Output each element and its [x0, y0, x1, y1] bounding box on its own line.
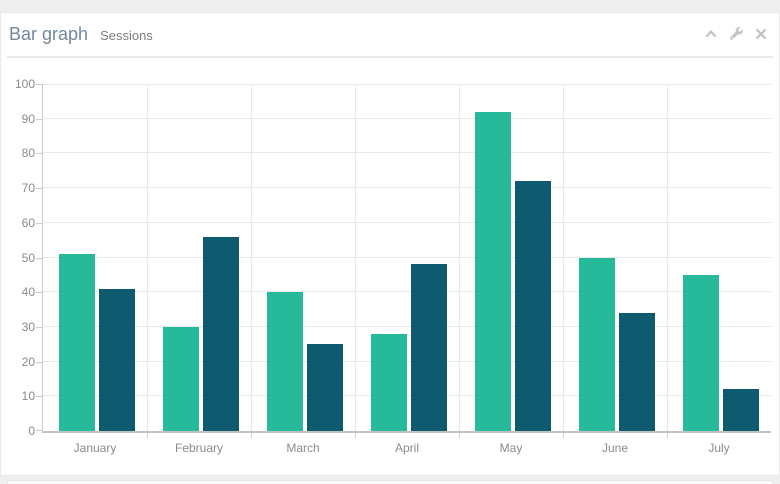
panel-subtitle: Sessions	[100, 28, 153, 43]
y-axis-label: 90	[21, 111, 35, 126]
h-gridline	[43, 187, 771, 189]
h-gridline	[43, 84, 771, 85]
bar-january-series1[interactable]	[59, 254, 95, 431]
y-axis-label: 30	[21, 319, 35, 334]
plot-area	[36, 84, 771, 438]
h-gridline	[43, 221, 771, 223]
h-gridline	[43, 152, 771, 154]
x-axis-label: March	[286, 441, 320, 455]
bar-january-series2[interactable]	[99, 288, 135, 431]
y-axis-tick	[36, 326, 42, 328]
bar-may-series1[interactable]	[475, 111, 511, 431]
y-axis-tick	[36, 84, 42, 85]
x-axis-tick	[146, 433, 148, 438]
bar-chart: 0 10 20 30 40 50 60 70 80 90 100 January February Mar…	[1, 61, 779, 475]
h-gridline	[43, 395, 771, 397]
wrench-icon	[729, 27, 743, 44]
x-axis-tick	[562, 433, 564, 438]
bar-april-series2[interactable]	[411, 264, 447, 431]
h-gridline	[43, 291, 771, 293]
y-axis-label: 60	[21, 215, 35, 230]
h-gridline	[43, 360, 771, 362]
panel-title: Bar graph	[9, 24, 89, 44]
x-axis-label: May	[499, 441, 523, 455]
panel-header: Bar graph Sessions	[7, 13, 773, 58]
v-gridline	[666, 84, 668, 431]
x-axis-tick	[458, 433, 460, 438]
y-axis-tick	[36, 361, 42, 363]
x-axis-tick	[250, 433, 252, 438]
y-axis-label: 100	[14, 77, 35, 91]
bar-february-series2[interactable]	[203, 236, 239, 431]
y-axis-tick	[36, 292, 42, 294]
collapse-button[interactable]	[704, 27, 718, 40]
x-axis-label: June	[601, 441, 629, 455]
y-axis-label: 0	[28, 424, 35, 438]
close-button[interactable]	[755, 28, 767, 40]
settings-button[interactable]	[729, 27, 743, 41]
bar-february-series1[interactable]	[163, 326, 199, 431]
y-axis-label: 20	[21, 354, 35, 369]
v-gridline	[146, 84, 148, 431]
bar-april-series1[interactable]	[371, 333, 407, 431]
y-axis-tick	[36, 396, 42, 398]
y-axis-label: 50	[21, 250, 35, 265]
v-gridline	[562, 84, 564, 431]
x-axis-label: February	[174, 441, 224, 455]
next-panel-top-edge	[7, 480, 773, 484]
y-axis-label: 10	[21, 389, 35, 404]
y-axis-label: 70	[21, 181, 35, 196]
bar-march-series2[interactable]	[307, 344, 343, 431]
bar-may-series2[interactable]	[515, 181, 551, 431]
h-gridline	[43, 256, 771, 258]
close-icon	[755, 27, 767, 44]
x-axis-label: April	[394, 441, 419, 455]
bar-march-series1[interactable]	[267, 292, 303, 431]
y-axis-tick	[36, 222, 42, 224]
x-axis-tick	[666, 433, 668, 438]
v-gridline	[354, 84, 356, 431]
h-gridline	[43, 117, 771, 119]
x-axis-tick	[354, 433, 356, 438]
chevron-up-icon	[704, 27, 718, 44]
panel-toolbar	[704, 27, 767, 41]
h-gridline	[43, 325, 771, 327]
bar-june-series2[interactable]	[619, 313, 655, 431]
bar-graph-panel: Bar graph Sessions	[0, 12, 780, 476]
bar-july-series1[interactable]	[683, 274, 719, 431]
y-axis-tick	[36, 257, 42, 259]
y-axis-tick	[36, 118, 42, 120]
y-axis-tick	[36, 188, 42, 190]
y-axis-tick	[36, 153, 42, 155]
bar-july-series2[interactable]	[723, 389, 759, 431]
y-axis-tick	[36, 430, 42, 431]
v-gridline	[458, 84, 460, 431]
y-axis-label: 80	[21, 146, 35, 161]
x-axis-label: July	[708, 441, 730, 455]
x-axis-label: January	[73, 441, 117, 455]
bar-june-series1[interactable]	[579, 257, 615, 431]
y-axis-label: 40	[21, 285, 35, 300]
v-gridline	[250, 84, 252, 431]
